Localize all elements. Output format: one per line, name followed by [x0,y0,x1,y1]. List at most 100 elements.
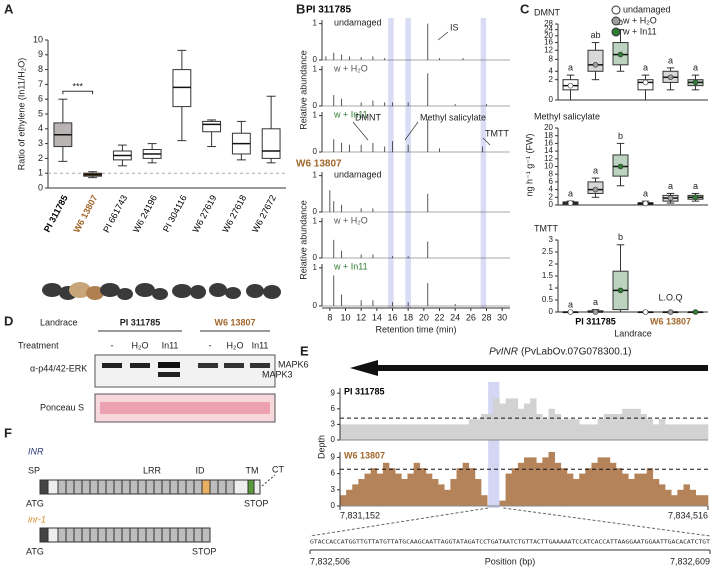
coverage-bar [382,424,390,440]
coverage-bar [468,419,476,440]
coverage-bar [554,414,562,440]
lrr-repeat [113,527,123,543]
significance-letter: b [618,232,623,242]
x-tick-label: 8 [327,312,332,322]
lrr-repeat [65,479,75,495]
significance-letter: a [568,189,573,199]
coverage-bar [658,419,666,440]
significance-bracket [62,90,94,95]
coverage-bar [573,419,580,440]
lrr-repeat [65,527,75,543]
panel-label: B [296,1,305,16]
x-tick-label: 7,831,152 [340,510,380,520]
coverage-bar [701,424,709,440]
lrr-repeat [201,479,211,495]
group-label: PI 311785 [575,316,616,326]
y-axis-label: Ratio of ethylene (In11/H₂O) [16,58,26,170]
lrr-repeat [153,479,163,495]
y-tick-label: 0 [313,207,318,216]
box [202,120,222,133]
treatment: H₂O [227,340,244,350]
legend-label: w + H₂O [622,15,657,25]
coverage-bar [603,414,611,440]
coverage-bar [389,468,396,506]
box [261,128,281,159]
n-cap [47,527,59,543]
coverage-bar [646,468,654,506]
coverage-bar [358,479,365,506]
y-tick-label: 4 [549,66,554,75]
signal-peptide [39,527,49,543]
coverage-bar [450,479,457,506]
x-tick-label: W6 27619 [190,193,218,234]
panel-label: F [4,425,12,440]
lrr-repeat [185,479,195,495]
coverage-bar [542,419,549,440]
y-tick-label: 28 [544,19,553,28]
significance-letter: a [643,189,648,199]
highlight-band [388,18,394,308]
stain: Ponceau S [40,402,84,412]
data-point [567,200,574,206]
c-tail [253,479,261,495]
sample-label: PI 311785 [344,386,385,396]
y-tick-label: 0 [549,200,554,209]
start-label: ATG [26,498,44,508]
annotation-arrow [404,121,419,141]
coverage-bar [640,414,647,440]
y-tick-label: 20 [544,31,553,40]
x-tick-label: 14 [372,312,382,322]
gene-name: PvINR [489,347,518,358]
coverage-bar [481,495,488,506]
coverage-bar [560,419,568,440]
coverage-bar [376,424,384,440]
coverage-bar [548,408,555,440]
coverage-bar [530,457,537,506]
y-tick-label: 2.5 [542,247,554,256]
significance-letter: a [643,62,648,72]
lrr-repeat [129,527,139,543]
coverage-bar [444,489,451,506]
coverage-bar [683,484,690,506]
data-point [642,200,649,207]
data-point [592,186,599,193]
y-tick-label: 1 [313,111,318,120]
coverage-bar [456,468,463,506]
coverage-bar [444,424,451,440]
lrr-repeat [193,527,203,543]
group-label: W6 13807 [650,316,691,326]
lrr-repeat [161,527,171,543]
coverage-bar [499,500,506,506]
coverage-bar [407,473,414,506]
lrr-repeat [145,479,155,495]
lrr-repeat [169,527,179,543]
lrr-repeat [161,479,171,495]
coverage-bar [340,424,347,440]
lrr-repeat [145,527,155,543]
significance-letter: a [668,55,673,65]
significance-letter: a [593,297,598,307]
data-point [592,309,599,315]
coverage-bar [376,473,384,506]
coverage-bar [579,424,586,440]
coverage-bar [585,424,592,440]
significance-letter: a [568,62,573,72]
y-tick-label: 8 [549,169,554,178]
coverage-bar [695,424,703,440]
data-point [592,62,599,68]
coverage-bar [438,484,445,506]
y-tick-label: 2 [549,259,554,268]
zoom-guide [309,507,489,537]
treatment: - [111,340,114,350]
y-tick-label: 0 [313,55,318,64]
coverage-bar [622,473,629,506]
coverage-bar [493,398,500,440]
treatment: In11 [162,340,179,350]
coverage-bar [425,473,433,506]
x-tick-label: 22 [434,312,444,322]
trace-label: w + In11 [333,261,368,271]
lrr-repeat [153,527,163,543]
lrr-repeat [81,527,91,543]
gene-arrow [350,360,708,376]
y-tick-label: 1.5 [542,271,554,280]
